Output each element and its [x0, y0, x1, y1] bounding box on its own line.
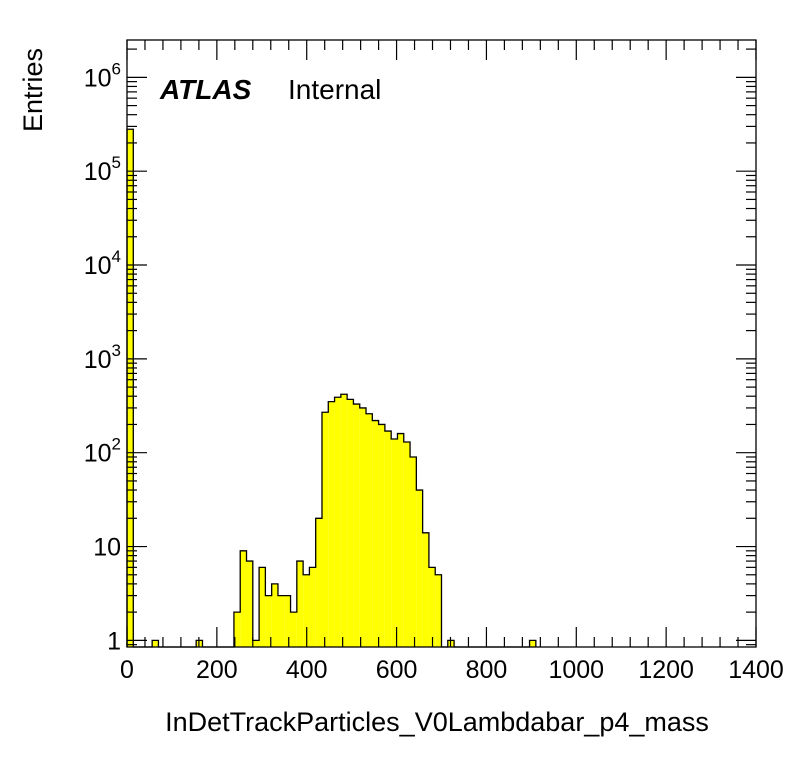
histogram-bar — [353, 404, 360, 647]
tick-labels: 0 200 400 600 800 1000 1200 1400 1 10 102 103 104 105… — [84, 59, 784, 684]
y-axis-ticks — [127, 48, 756, 646]
histogram-bar — [233, 612, 241, 647]
histogram-bar — [372, 420, 379, 647]
y-tick-label: 104 — [84, 247, 121, 280]
x-tick-label: 1200 — [638, 656, 694, 684]
histogram-bar — [428, 567, 436, 647]
atlas-label: ATLAS — [159, 74, 252, 105]
x-tick-label: 1000 — [548, 656, 604, 684]
histogram-bar — [347, 399, 354, 647]
x-tick-label: 600 — [376, 656, 418, 684]
histogram-bar — [384, 431, 392, 647]
histogram-bar — [435, 574, 442, 647]
histogram-bar — [378, 424, 385, 647]
histogram-bar — [296, 561, 304, 647]
histogram-bar — [252, 640, 260, 647]
histogram-bar — [290, 612, 297, 647]
histogram-bar — [277, 595, 285, 647]
histogram-bar — [397, 433, 404, 647]
histogram-bar — [303, 574, 310, 647]
x-axis-title: InDetTrackParticles_V0Lambdabar_p4_mass — [165, 707, 709, 737]
histogram-bar — [529, 640, 536, 647]
histogram-bar — [366, 413, 373, 647]
x-tick-label: 800 — [466, 656, 508, 684]
internal-label: Internal — [288, 74, 381, 105]
histogram-bar — [315, 518, 322, 647]
histogram-bar — [309, 567, 316, 647]
x-axis-ticks — [126, 40, 757, 647]
y-tick-label: 103 — [84, 341, 121, 374]
x-tick-label: 0 — [120, 656, 134, 684]
x-tick-label: 400 — [286, 656, 328, 684]
plot-frame-rect — [126, 39, 757, 648]
histogram-bars — [127, 129, 536, 648]
histogram-bar — [422, 532, 429, 647]
histogram-bar — [127, 129, 134, 648]
y-tick-label: 105 — [84, 153, 121, 186]
histogram-bar — [359, 407, 367, 647]
histogram-bar — [416, 490, 423, 647]
y-axis-title: Entries — [18, 48, 48, 132]
y-tick-label: 106 — [84, 59, 121, 92]
x-tick-label: 200 — [196, 656, 238, 684]
histogram-bar — [328, 401, 335, 647]
histogram-bar — [410, 456, 417, 647]
histogram-bar — [271, 583, 278, 647]
histogram-bar — [152, 640, 159, 647]
plot-frame — [126, 39, 757, 648]
histogram-bar — [340, 394, 348, 647]
y-tick-label: 1 — [107, 627, 121, 655]
x-tick-label: 1400 — [728, 656, 784, 684]
histogram-bar — [334, 397, 341, 647]
histogram-bar — [284, 595, 291, 647]
histogram-bar — [259, 567, 266, 647]
histogram-bar — [246, 561, 253, 647]
y-tick-label: 102 — [84, 435, 121, 468]
histogram-bar — [240, 550, 247, 647]
histogram-bar — [391, 438, 398, 647]
histogram-bar — [403, 442, 411, 647]
histogram-bar — [321, 412, 329, 647]
y-tick-label: 10 — [93, 534, 121, 562]
histogram-bar — [265, 595, 272, 647]
